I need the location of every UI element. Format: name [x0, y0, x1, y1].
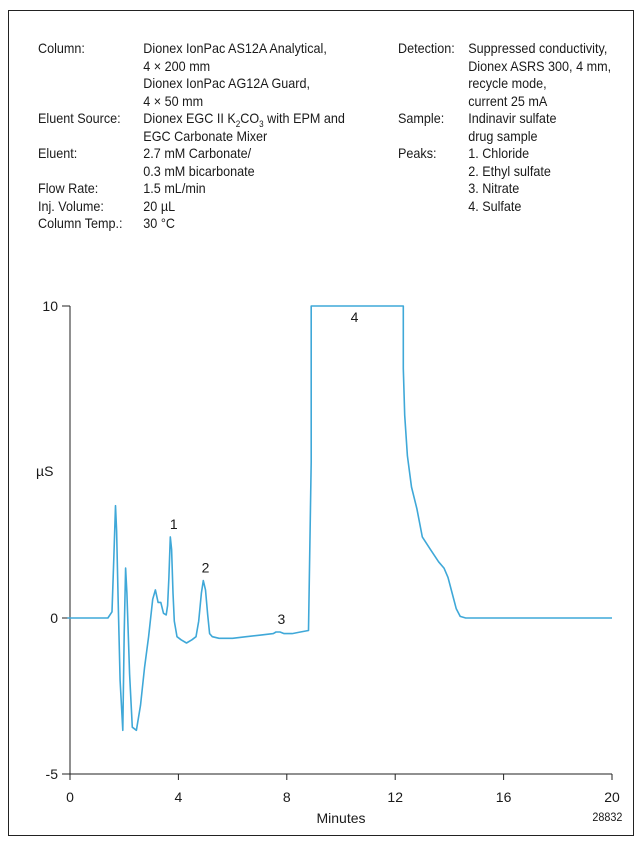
figure-frame [8, 10, 634, 836]
chromatogram-trace [67, 305, 612, 732]
condition-left-value: 30 °C [143, 215, 175, 231]
condition-left-label: Inj. Volume: [38, 197, 104, 214]
condition-right-value: current 25 mA [468, 92, 548, 109]
condition-right-value: 2. Ethyl sulfate [468, 162, 551, 179]
peak-label: 2 [202, 560, 210, 576]
condition-left-value: 2.7 mM Carbonate/ [143, 145, 252, 161]
x-tick-label: 4 [175, 789, 183, 805]
y-tick-label: 10 [42, 298, 58, 314]
condition-right-value: 4. Sulfate [468, 197, 522, 214]
condition-left-label: Column Temp.: [38, 215, 123, 231]
x-tick-label: 20 [604, 789, 620, 805]
y-tick-label: 0 [50, 610, 58, 626]
x-axis-label: Minutes [316, 810, 365, 826]
x-tick-label: 0 [66, 789, 74, 805]
condition-left-value: Dionex IonPac AG12A Guard, [143, 75, 311, 91]
condition-right-label: Sample: [398, 110, 445, 126]
condition-left-value: 0.3 mM bicarbonate [143, 162, 255, 179]
condition-right-value: Suppressed conductivity, [468, 40, 608, 56]
condition-right-label: Peaks: [398, 145, 437, 161]
condition-left-value: Dionex EGC II K2CO3 with EPM and [143, 110, 345, 129]
condition-left-value: 4 × 200 mm [143, 57, 211, 74]
x-tick-label: 16 [496, 789, 512, 805]
peak-label: 4 [351, 309, 359, 325]
figure-code: 28832 [591, 810, 622, 824]
condition-right-value: Dionex ASRS 300, 4 mm, [468, 57, 612, 74]
x-tick-label: 12 [387, 789, 403, 805]
condition-right-value: drug sample [468, 127, 538, 144]
condition-left-label: Eluent Source: [38, 110, 121, 126]
condition-right-value: Indinavir sulfate [468, 110, 557, 126]
condition-left-value: 1.5 mL/min [143, 180, 206, 196]
peak-label: 1 [170, 516, 178, 532]
condition-left-label: Column: [38, 40, 85, 56]
condition-left-label: Eluent: [38, 145, 78, 161]
condition-right-value: 3. Nitrate [468, 180, 520, 196]
peak-label: 3 [277, 611, 285, 627]
condition-right-value: recycle mode, [468, 75, 547, 91]
condition-left-label: Flow Rate: [38, 180, 99, 196]
condition-left-value: 20 µL [143, 197, 176, 214]
condition-left-value: EGC Carbonate Mixer [143, 127, 268, 144]
condition-left-value: Dionex IonPac AS12A Analytical, [143, 40, 327, 56]
condition-right-label: Detection: [398, 40, 455, 56]
condition-left-value: 4 × 50 mm [143, 92, 204, 109]
y-axis-label: µS [36, 463, 53, 479]
x-tick-label: 8 [283, 789, 291, 805]
y-tick-label: -5 [46, 766, 59, 782]
condition-right-value: 1. Chloride [468, 145, 530, 161]
